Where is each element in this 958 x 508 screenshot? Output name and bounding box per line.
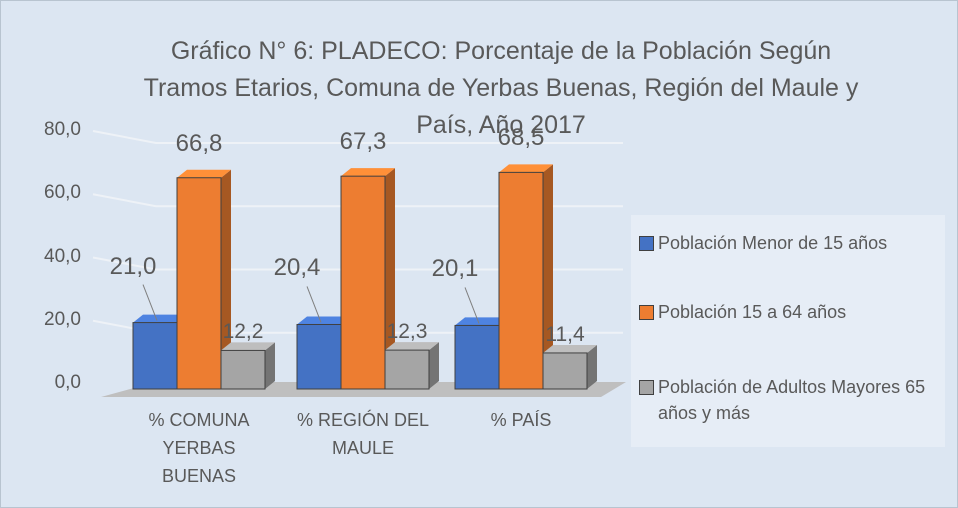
bar-top [133, 314, 187, 323]
bar-front [176, 177, 222, 390]
bar [542, 344, 597, 390]
x-tick-label: % COMUNA YERBAS BUENAS [148, 410, 250, 486]
x-tick-label: % REGIÓN DEL MAULE [296, 410, 430, 458]
y-tick-label: 80,0 [44, 119, 81, 140]
bar-front [498, 171, 544, 390]
bar-side [543, 164, 553, 389]
value-label: 66,8 [175, 129, 223, 157]
leader-line [306, 286, 322, 323]
y-tick-label: 0,0 [54, 372, 81, 393]
x-tick-label: % PAÍS [490, 410, 552, 430]
chart-title: Gráfico N° 6: PLADECO: Porcentaje de la … [143, 37, 859, 139]
bar-side [587, 344, 597, 389]
bar-top [177, 169, 231, 178]
bar-top [221, 342, 275, 351]
value-label: 68,5 [497, 124, 545, 152]
leader-line [464, 287, 480, 324]
legend-swatch [639, 305, 654, 320]
bar-top [341, 168, 395, 177]
bar-front [542, 352, 588, 390]
bar-top [499, 164, 553, 173]
bar-front [340, 175, 386, 390]
value-label: 12,2 [222, 320, 264, 344]
legend-label: Población Menor de 15 años [658, 233, 888, 253]
bar-top [297, 316, 351, 325]
bar-side [265, 342, 275, 389]
grid-line [92, 193, 623, 208]
y-tick-label: 20,0 [44, 308, 81, 330]
legend-label: Población 15 a 64 años [658, 302, 847, 322]
bar [220, 342, 275, 390]
bar-front [454, 324, 500, 390]
bar [176, 169, 231, 390]
leader-line [142, 284, 158, 321]
grid-line [92, 130, 623, 144]
bar-front [384, 349, 430, 390]
bar-top [543, 344, 597, 353]
bar [498, 164, 553, 390]
value-label: 20,1 [431, 255, 479, 283]
bar [384, 342, 439, 390]
bar-top [455, 317, 509, 326]
value-label: 67,3 [339, 128, 387, 156]
legend-label: Población de Adultos Mayores 65 años y m… [658, 377, 926, 423]
bar [340, 168, 395, 390]
legend-swatch [639, 380, 654, 395]
bar-side [429, 342, 439, 389]
bar-top [385, 342, 439, 351]
bar-front [220, 349, 266, 390]
bar-side [221, 169, 231, 389]
legend-swatch [639, 236, 654, 251]
bar-front [132, 322, 178, 390]
y-tick-label: 60,0 [44, 182, 81, 204]
value-label: 11,4 [545, 322, 585, 346]
bar-side [385, 168, 395, 389]
grid-line [92, 256, 623, 271]
y-tick-label: 40,0 [44, 245, 81, 267]
value-label: 20,4 [273, 254, 321, 282]
value-label: 12,3 [386, 320, 428, 344]
bar-front [296, 323, 342, 390]
value-label: 21,0 [109, 252, 157, 280]
legend: Población Menor de 15 años Población 15 a… [631, 215, 945, 447]
